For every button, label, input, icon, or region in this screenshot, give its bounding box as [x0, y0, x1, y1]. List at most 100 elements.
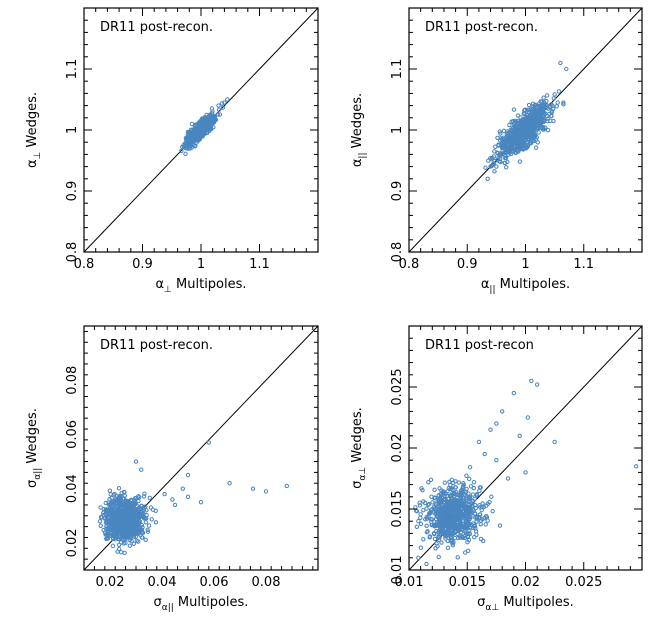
data-point [116, 542, 122, 548]
data-point [106, 507, 111, 513]
data-point [510, 131, 515, 136]
data-point [185, 472, 191, 478]
data-point [554, 104, 559, 109]
data-point [508, 127, 513, 133]
data-point [428, 477, 434, 483]
x-tick-label: 0.8 [74, 257, 95, 272]
data-point [452, 523, 458, 528]
data-point [455, 555, 460, 560]
data-point [502, 160, 507, 165]
data-point [421, 499, 426, 504]
data-point [507, 122, 512, 128]
data-point [503, 150, 508, 155]
data-point [483, 165, 488, 170]
data-point [478, 522, 483, 527]
data-point [446, 517, 452, 522]
data-point [522, 135, 527, 141]
data-point [137, 506, 142, 512]
y-tick-label: 1.1 [65, 59, 80, 80]
data-point [525, 415, 531, 420]
data-point [416, 518, 421, 524]
data-point [192, 131, 198, 136]
data-point [429, 519, 434, 525]
data-point [132, 518, 137, 523]
data-point [417, 503, 423, 508]
y-tick-label: 0.04 [65, 474, 80, 503]
data-point [450, 509, 456, 515]
data-point [465, 548, 471, 554]
data-point [474, 519, 479, 524]
data-point [533, 102, 538, 107]
data-point [225, 97, 230, 102]
data-point [220, 105, 226, 110]
data-point [439, 502, 444, 507]
data-point [131, 509, 137, 514]
data-point [424, 561, 429, 567]
x-tick-label: 0.06 [200, 575, 229, 590]
data-point [462, 550, 468, 555]
y-tick-label: 0.02 [65, 528, 80, 557]
data-point [105, 526, 111, 531]
data-point [143, 537, 148, 542]
data-point [416, 555, 421, 560]
data-point [425, 529, 430, 534]
data-point [500, 409, 505, 414]
data-point [131, 541, 137, 546]
scatter-panel-1: 0.8 0.9 1 1.10.80.911.1α⊥ Multipoles.α⊥ Wed… [25, 7, 319, 295]
data-point [456, 480, 462, 485]
x-tick-label: 0.025 [565, 575, 602, 590]
data-point [149, 517, 154, 522]
data-point [561, 100, 566, 105]
data-point [185, 494, 191, 499]
data-point [204, 122, 210, 127]
data-point [515, 119, 520, 124]
data-point [521, 145, 527, 151]
data-point [537, 115, 543, 120]
data-point [263, 489, 269, 494]
data-point [435, 522, 441, 527]
data-point [185, 134, 191, 140]
data-point [116, 486, 122, 491]
data-point [541, 95, 546, 100]
data-point [453, 479, 458, 484]
data-point [137, 519, 143, 524]
data-point [445, 545, 451, 551]
data-point [203, 115, 209, 121]
data-point [115, 536, 121, 542]
data-point [494, 421, 499, 426]
data-point [116, 546, 122, 552]
data-point [432, 487, 437, 492]
data-point [448, 535, 454, 541]
x-tick-label: 0.015 [449, 575, 486, 590]
data-point [215, 112, 220, 117]
data-point [141, 507, 146, 512]
data-point [126, 515, 131, 520]
data-point [466, 476, 472, 482]
data-point [478, 512, 483, 517]
data-point [419, 486, 424, 491]
data-point [454, 503, 459, 508]
data-point [443, 536, 448, 541]
data-point [437, 506, 442, 511]
y-tick-label: 0.8 [65, 242, 80, 263]
data-point [170, 497, 175, 502]
data-point [449, 493, 454, 499]
data-point [449, 485, 454, 491]
data-point [477, 503, 482, 508]
data-point [490, 508, 495, 514]
data-point [471, 480, 477, 485]
data-point [198, 119, 203, 124]
data-point [143, 504, 148, 509]
data-point [180, 486, 186, 491]
data-point [503, 165, 509, 170]
data-point [552, 439, 557, 445]
panel-title: DR11 post-recon [425, 338, 534, 353]
data-point [117, 494, 122, 500]
data-point [414, 524, 420, 530]
data-point [418, 545, 424, 550]
data-point [451, 527, 457, 532]
data-point [426, 514, 431, 519]
data-point [498, 152, 504, 158]
data-point [133, 459, 139, 464]
data-point [424, 523, 429, 529]
